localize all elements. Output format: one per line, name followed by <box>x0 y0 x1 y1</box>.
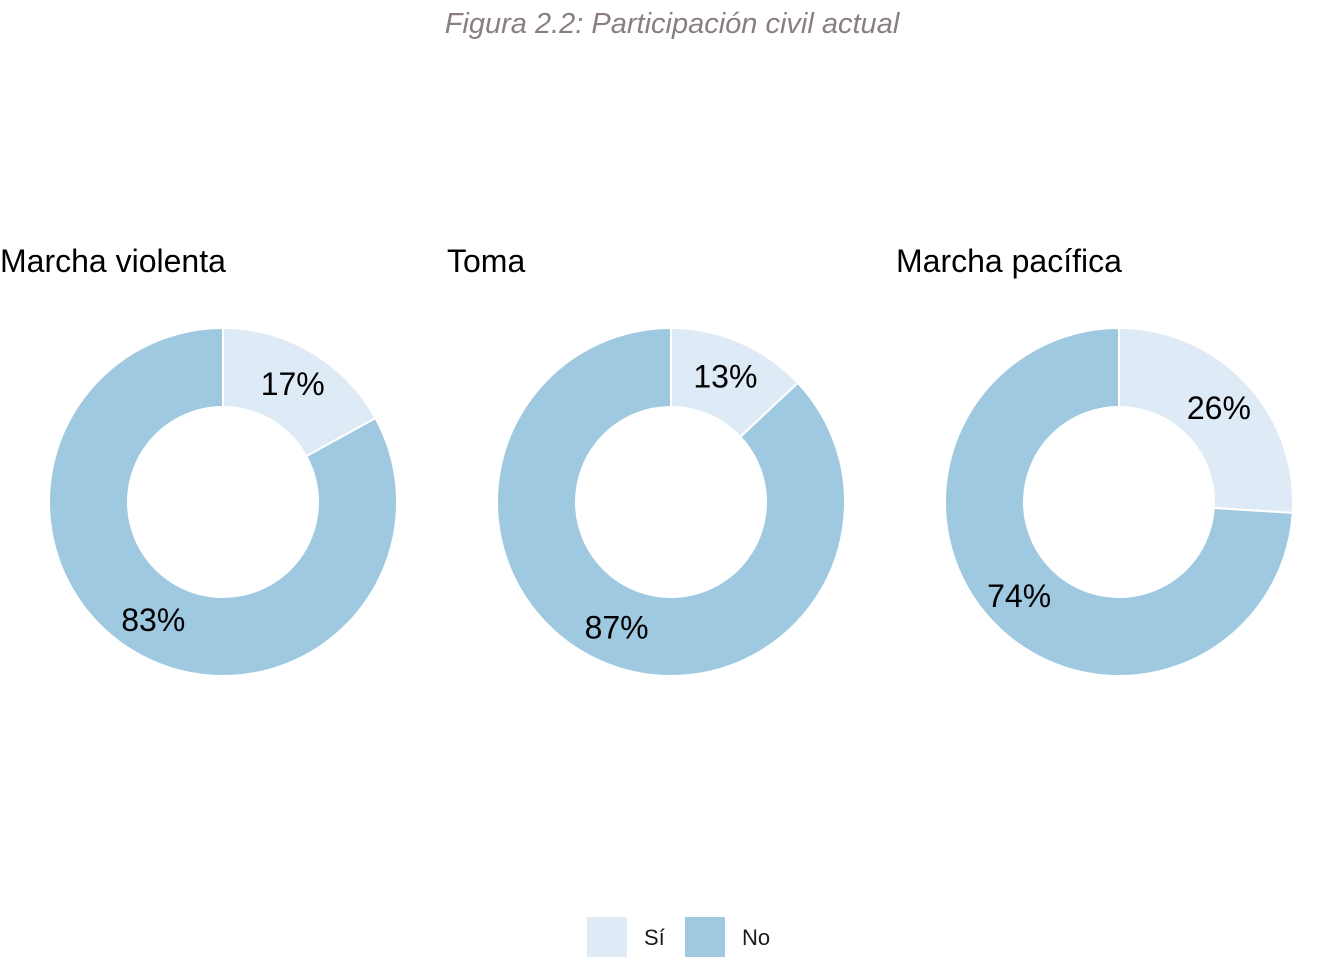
figure-title: Figura 2.2: Participación civil actual <box>445 8 901 40</box>
slice-label-no: 74% <box>987 578 1051 614</box>
donut-panel: Marcha pacífica 26% 74% <box>896 243 1295 677</box>
donut-slice-no <box>48 326 398 677</box>
slice-label-no: 87% <box>585 610 649 646</box>
legend-swatch-no <box>685 917 725 957</box>
panel-title: Toma <box>447 243 525 279</box>
slice-label-si: 17% <box>261 366 325 402</box>
slice-label-no: 83% <box>121 602 185 638</box>
panel-title: Marcha violenta <box>0 243 226 279</box>
donut-slice-no <box>496 326 846 677</box>
slice-label-si: 13% <box>693 358 757 394</box>
legend-swatch-si <box>587 917 627 957</box>
donut-slice-si <box>1118 326 1295 514</box>
legend: Sí No <box>587 917 770 957</box>
donut-panel: Toma 13% 87% <box>447 243 846 677</box>
donut-panel: Marcha violenta 17% 83% <box>0 243 398 677</box>
donut-slice-no <box>944 326 1294 677</box>
donut-panels: Marcha violenta 17% 83% Toma 13% 87% Marcha pa… <box>0 243 1295 677</box>
legend-label-si: Sí <box>644 925 665 950</box>
panel-title: Marcha pacífica <box>896 243 1122 279</box>
legend-label-no: No <box>742 925 770 950</box>
slice-label-si: 26% <box>1187 390 1251 426</box>
